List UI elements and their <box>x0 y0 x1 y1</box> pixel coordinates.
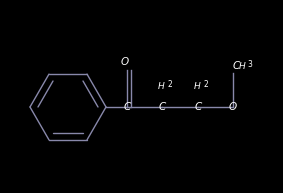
Text: C: C <box>158 102 166 112</box>
Text: 3: 3 <box>247 60 252 69</box>
Text: 2: 2 <box>167 80 172 89</box>
Text: H: H <box>194 82 201 91</box>
Text: C: C <box>233 61 240 71</box>
Text: 2: 2 <box>203 80 208 89</box>
Text: O: O <box>229 102 237 112</box>
Text: H: H <box>239 62 246 71</box>
Text: O: O <box>121 57 129 67</box>
Text: C: C <box>123 102 131 112</box>
Text: H: H <box>158 82 165 91</box>
Text: C: C <box>194 102 201 112</box>
